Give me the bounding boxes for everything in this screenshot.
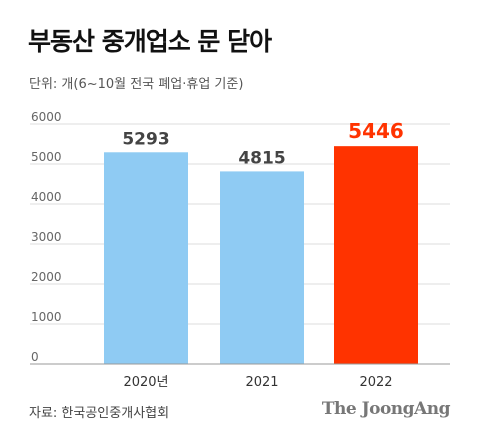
source-note: 자료: 한국공인중개사협회 — [29, 406, 170, 421]
y-tick-label: 1000 — [31, 310, 62, 324]
x-tick-label: 2021 — [245, 375, 278, 390]
y-tick-label: 6000 — [31, 110, 62, 124]
brand-logo: The JoongAng — [321, 399, 451, 419]
bar — [334, 146, 418, 364]
data-label: 4815 — [238, 148, 285, 168]
x-tick-label: 2020년 — [123, 375, 168, 390]
data-label: 5293 — [122, 129, 169, 149]
y-tick-label: 0 — [31, 350, 39, 364]
x-tick-label: 2022 — [359, 375, 392, 390]
y-tick-label: 2000 — [31, 270, 62, 284]
bar-chart: 0 1000 2000 3000 4000 5000 6000 5293 2020년 4815 20… — [30, 110, 450, 390]
y-tick-label: 3000 — [31, 230, 62, 244]
y-tick-label: 5000 — [31, 150, 62, 164]
bar — [220, 171, 304, 364]
data-label: 5446 — [348, 119, 404, 143]
y-tick-label: 4000 — [31, 190, 62, 204]
bar — [104, 152, 188, 364]
unit-note: 단위: 개(6~10월 전국 폐업·휴업 기준) — [29, 77, 244, 92]
chart-title: 부동산 중개업소 문 닫아 — [28, 27, 272, 56]
